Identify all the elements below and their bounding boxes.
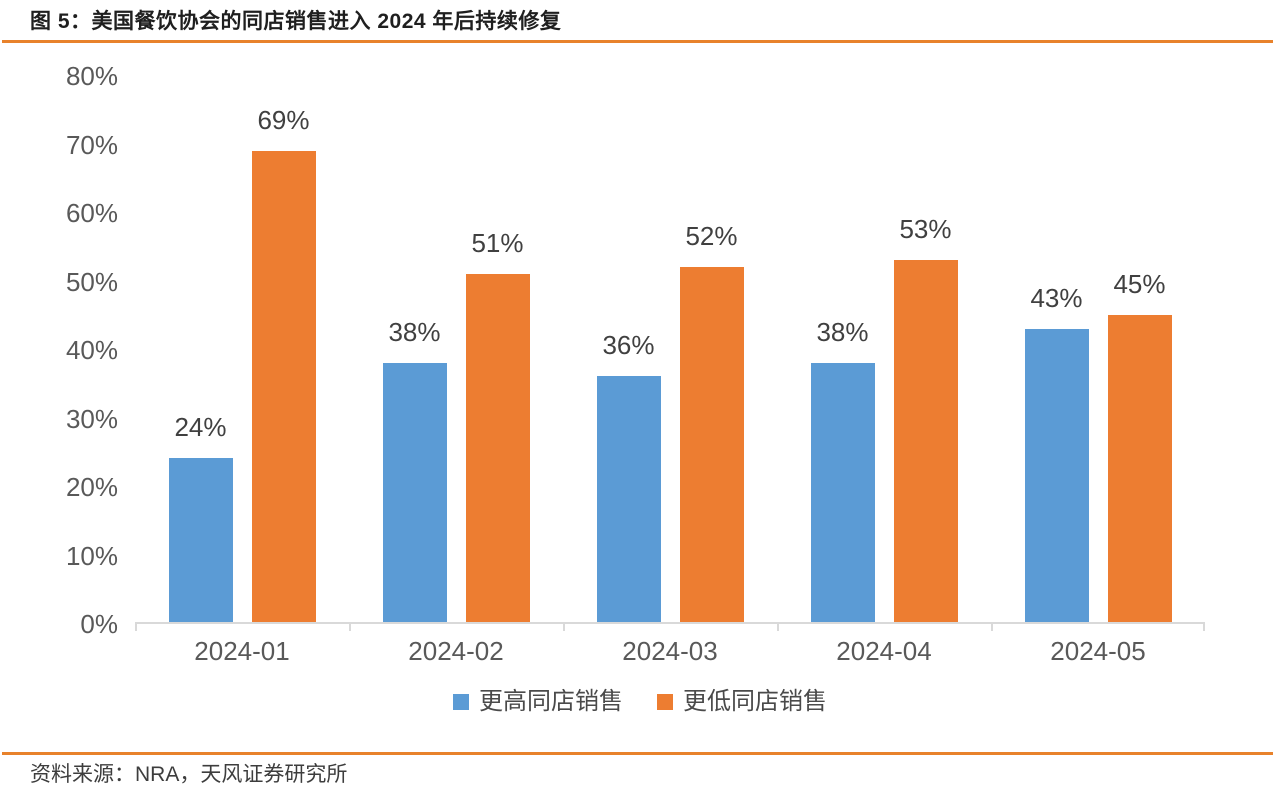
legend-swatch-icon — [453, 694, 469, 710]
y-axis-tick-label: 0% — [80, 609, 118, 639]
plot-area: 24% 69% 38% 51% 36% 52% 38% 53% 43% 45% — [135, 76, 1205, 631]
y-axis-tick-label: 70% — [65, 129, 118, 160]
bar-value-label: 52% — [685, 221, 738, 252]
y-axis-tick-label: 60% — [65, 198, 118, 228]
bar: 38% — [810, 319, 875, 622]
legend-label: 更低同店销售 — [683, 688, 827, 715]
x-axis-tick — [991, 622, 993, 631]
x-axis-tick — [777, 622, 779, 631]
bar: 43% — [1024, 285, 1089, 622]
x-axis-tick — [349, 622, 351, 631]
x-axis-tick — [563, 622, 565, 631]
legend-swatch-icon — [657, 694, 673, 710]
bar-group-2024-04: 38% 53% — [777, 76, 991, 622]
bar-group-2024-02: 38% 51% — [349, 76, 563, 622]
bar: 51% — [465, 230, 530, 622]
x-axis-tick — [135, 622, 137, 631]
x-axis-category-label: 2024-01 — [194, 636, 290, 666]
bar-value-label: 45% — [1113, 268, 1166, 299]
bar: 24% — [168, 414, 233, 622]
bar-value-label: 38% — [816, 316, 869, 347]
bar: 38% — [382, 319, 447, 622]
legend-item: 更高同店销售 — [453, 690, 623, 714]
bar-value-label: 69% — [257, 105, 310, 136]
x-axis-category-label: 2024-05 — [1050, 636, 1146, 666]
y-axis-tick-label: 50% — [65, 266, 118, 297]
legend-item: 更低同店销售 — [657, 690, 827, 714]
y-axis-tick-label: 20% — [65, 472, 118, 502]
bar-groups: 24% 69% 38% 51% 36% 52% 38% 53% 43% 45% — [135, 76, 1205, 622]
bar-value-label: 24% — [174, 412, 227, 443]
y-axis-tick-label: 40% — [65, 335, 118, 365]
figure-title: 图 5：美国餐饮协会的同店销售进入 2024 年后持续修复 — [30, 10, 562, 33]
bar-value-label: 38% — [388, 316, 441, 347]
title-accent-rule — [2, 40, 1273, 43]
x-axis-tick — [1203, 622, 1205, 631]
x-axis-labels: 2024-01 2024-02 2024-03 2024-04 2024-05 — [135, 624, 1205, 666]
bar-group-2024-05: 43% 45% — [991, 76, 1205, 622]
bar-value-label: 53% — [899, 214, 952, 245]
footer-accent-rule — [2, 752, 1273, 755]
legend: 更高同店销售 更低同店销售 — [0, 690, 1280, 714]
bar: 45% — [1107, 271, 1172, 622]
bar-value-label: 51% — [471, 227, 524, 258]
bar: 53% — [893, 216, 958, 622]
bar-value-label: 43% — [1030, 282, 1083, 313]
bar-chart: 0% 10% 20% 30% 40% 50% 60% 70% 80% 24% 69% 38% 51% 3… — [0, 63, 1280, 637]
bar-group-2024-03: 36% 52% — [563, 76, 777, 622]
x-axis-category-label: 2024-02 — [408, 636, 504, 666]
legend-label: 更高同店销售 — [479, 688, 623, 715]
x-axis-category-label: 2024-03 — [622, 636, 718, 666]
bar: 36% — [596, 332, 661, 622]
y-axis-tick-label: 10% — [65, 540, 118, 571]
bar: 52% — [679, 223, 744, 622]
bar-group-2024-01: 24% 69% — [135, 76, 349, 622]
bar: 69% — [251, 107, 316, 622]
y-axis-tick-label: 30% — [65, 403, 118, 434]
bar-value-label: 36% — [602, 330, 655, 361]
y-axis: 0% 10% 20% 30% 40% 50% 60% 70% 80% — [0, 63, 135, 637]
source-note: 资料来源：NRA，天风证券研究所 — [30, 763, 348, 786]
y-axis-tick-label: 80% — [65, 61, 118, 91]
x-axis-category-label: 2024-04 — [836, 636, 932, 666]
